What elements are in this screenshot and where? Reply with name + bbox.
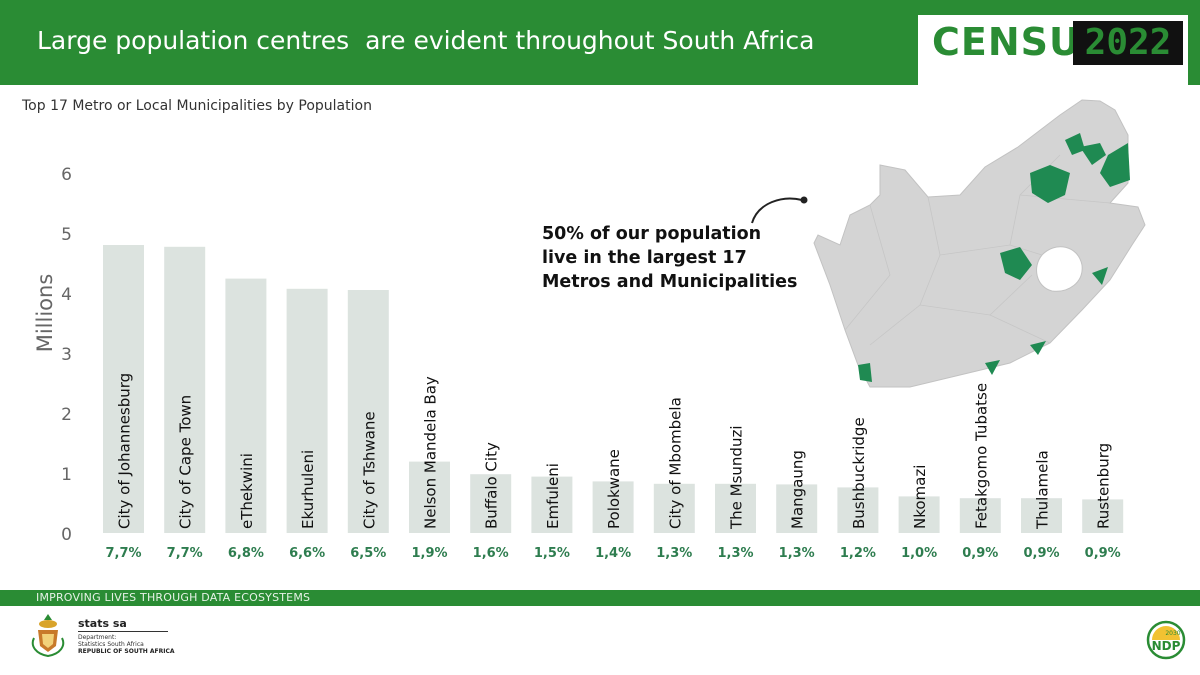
census-logo-year-box: 2022 bbox=[1073, 21, 1183, 65]
bar-percent-label: 6,5% bbox=[350, 546, 386, 561]
y-tick-label: 2 bbox=[61, 405, 72, 425]
y-tick-label: 6 bbox=[61, 165, 72, 185]
callout-pointer bbox=[751, 196, 808, 224]
south-africa-map bbox=[813, 99, 1146, 388]
bar bbox=[286, 288, 328, 533]
y-axis-label: Millions bbox=[33, 274, 57, 353]
stats-sa-logo: stats sa Department: Statistics South Af… bbox=[30, 612, 180, 662]
bar-category-label: City of Mbombela bbox=[666, 397, 684, 529]
bar bbox=[592, 481, 634, 533]
bar-percent-label: 7,7% bbox=[167, 546, 203, 561]
bar bbox=[715, 483, 756, 533]
bar-percent-label: 0,9% bbox=[1085, 546, 1121, 561]
map-highlight-nmb bbox=[985, 360, 1000, 375]
bar-category-label: The Msunduzi bbox=[728, 425, 746, 530]
bar-category-label: Nkomazi bbox=[911, 465, 929, 529]
ndp-year: 2030 bbox=[1165, 630, 1180, 637]
bar-percent-label: 1,5% bbox=[534, 546, 570, 561]
bar-percent-label: 1,2% bbox=[840, 546, 876, 561]
y-tick-label: 4 bbox=[61, 285, 72, 305]
bar-percent-label: 0,9% bbox=[962, 546, 998, 561]
bar-category-label: Ekurhuleni bbox=[299, 450, 317, 529]
bar-percent-label: 1,3% bbox=[656, 546, 692, 561]
map-metro-highlights bbox=[858, 133, 1130, 382]
ndp-2030-logo: 2030 NDP bbox=[1146, 620, 1186, 660]
bar bbox=[470, 474, 512, 533]
map-highlight-limpopo bbox=[1065, 133, 1085, 155]
bar bbox=[959, 498, 1001, 533]
bar-category-label: Thulamela bbox=[1034, 450, 1052, 530]
map-highlight-cape-town bbox=[858, 363, 872, 382]
bar-category-label: Buffalo City bbox=[483, 442, 501, 529]
bar bbox=[409, 461, 450, 533]
bar bbox=[653, 483, 695, 533]
map-highlight-polokwane bbox=[1080, 143, 1106, 165]
logo-divider bbox=[78, 631, 168, 632]
bar-category-label: Rustenburg bbox=[1095, 443, 1113, 529]
bar-category-label: Bushbuckridge bbox=[850, 417, 868, 529]
y-tick-label: 5 bbox=[61, 225, 72, 245]
bar-percent-label: 1,3% bbox=[779, 546, 815, 561]
map-country-outline bbox=[813, 99, 1146, 388]
bar-category-label: City of Cape Town bbox=[177, 395, 195, 529]
census-2022-logo: CENSUS 2022 bbox=[918, 15, 1188, 85]
bar-category-label: City of Johannesburg bbox=[116, 373, 134, 529]
chart-subtitle: Top 17 Metro or Local Municipalities by … bbox=[22, 98, 372, 114]
census-logo-year: 2022 bbox=[1084, 22, 1172, 63]
bar-category-label: Emfuleni bbox=[544, 463, 562, 529]
y-tick-label: 3 bbox=[61, 345, 72, 365]
map-highlight-buffalo bbox=[1030, 341, 1046, 355]
bar bbox=[837, 487, 879, 533]
bar-percent-label: 6,6% bbox=[289, 546, 325, 561]
stats-sa-rsa: REPUBLIC OF SOUTH AFRICA bbox=[78, 648, 175, 655]
bar bbox=[347, 290, 389, 533]
map-highlight-mbombela bbox=[1100, 143, 1130, 187]
bar-category-label: eThekwini bbox=[238, 453, 256, 529]
map-highlight-gauteng bbox=[1030, 165, 1070, 203]
bar bbox=[1021, 498, 1062, 533]
bar-percent-label: 7,7% bbox=[105, 546, 141, 561]
bar-percent-label: 1,9% bbox=[411, 546, 447, 561]
bar-percent-label: 1,6% bbox=[473, 546, 509, 561]
bar bbox=[103, 245, 144, 533]
bar-category-label: City of Tshwane bbox=[360, 411, 378, 529]
bar-percent-label: 1,4% bbox=[595, 546, 631, 561]
bar bbox=[164, 246, 206, 534]
coat-of-arms-icon bbox=[31, 614, 65, 658]
stats-sa-department-line-2: Statistics South Africa bbox=[78, 641, 144, 648]
ndp-label: NDP bbox=[1152, 639, 1181, 653]
stats-sa-department: Department: Statistics South Africa bbox=[78, 634, 144, 648]
population-bar-chart: Millions 0 1 2 3 4 5 6 City of Johannesburg 7,7% C… bbox=[33, 165, 1124, 561]
callout-line-2: live in the largest 17 bbox=[542, 248, 747, 268]
map-highlight-msunduzi bbox=[1092, 267, 1108, 285]
bar-percent-label: 1,3% bbox=[717, 546, 753, 561]
bar-percent-label: 1,0% bbox=[901, 546, 937, 561]
population-callout: 50% of our population live in the larges… bbox=[542, 222, 797, 294]
bar-category-label: Fetakgomo Tubatse bbox=[972, 383, 990, 529]
map-highlight-mangaung bbox=[1000, 247, 1032, 280]
bar bbox=[225, 278, 267, 533]
bar-category-label: Mangaung bbox=[789, 450, 807, 529]
page-title: Large population centres are evident thr… bbox=[37, 26, 815, 55]
bar-category-label: Nelson Mandela Bay bbox=[422, 376, 440, 529]
footer-band: IMPROVING LIVES THROUGH DATA ECOSYSTEMS bbox=[0, 590, 1200, 606]
bar bbox=[898, 496, 940, 533]
header-banner: Large population centres are evident thr… bbox=[0, 0, 1200, 85]
bar bbox=[776, 484, 818, 533]
callout-line-1: 50% of our population bbox=[542, 224, 762, 244]
bar-category-label: Polokwane bbox=[605, 449, 623, 529]
y-tick-label: 1 bbox=[61, 465, 72, 485]
bar bbox=[531, 476, 573, 533]
bar-percent-label: 0,9% bbox=[1023, 546, 1059, 561]
bar-percent-label: 6,8% bbox=[228, 546, 264, 561]
footer-tagline: IMPROVING LIVES THROUGH DATA ECOSYSTEMS bbox=[36, 591, 311, 604]
y-tick-label: 0 bbox=[61, 525, 72, 545]
stats-sa-name: stats sa bbox=[78, 617, 127, 630]
callout-line-3: Metros and Municipalities bbox=[542, 272, 798, 292]
map-lesotho bbox=[1036, 246, 1083, 292]
bar bbox=[1082, 499, 1124, 533]
stats-sa-department-line-1: Department: bbox=[78, 634, 117, 641]
